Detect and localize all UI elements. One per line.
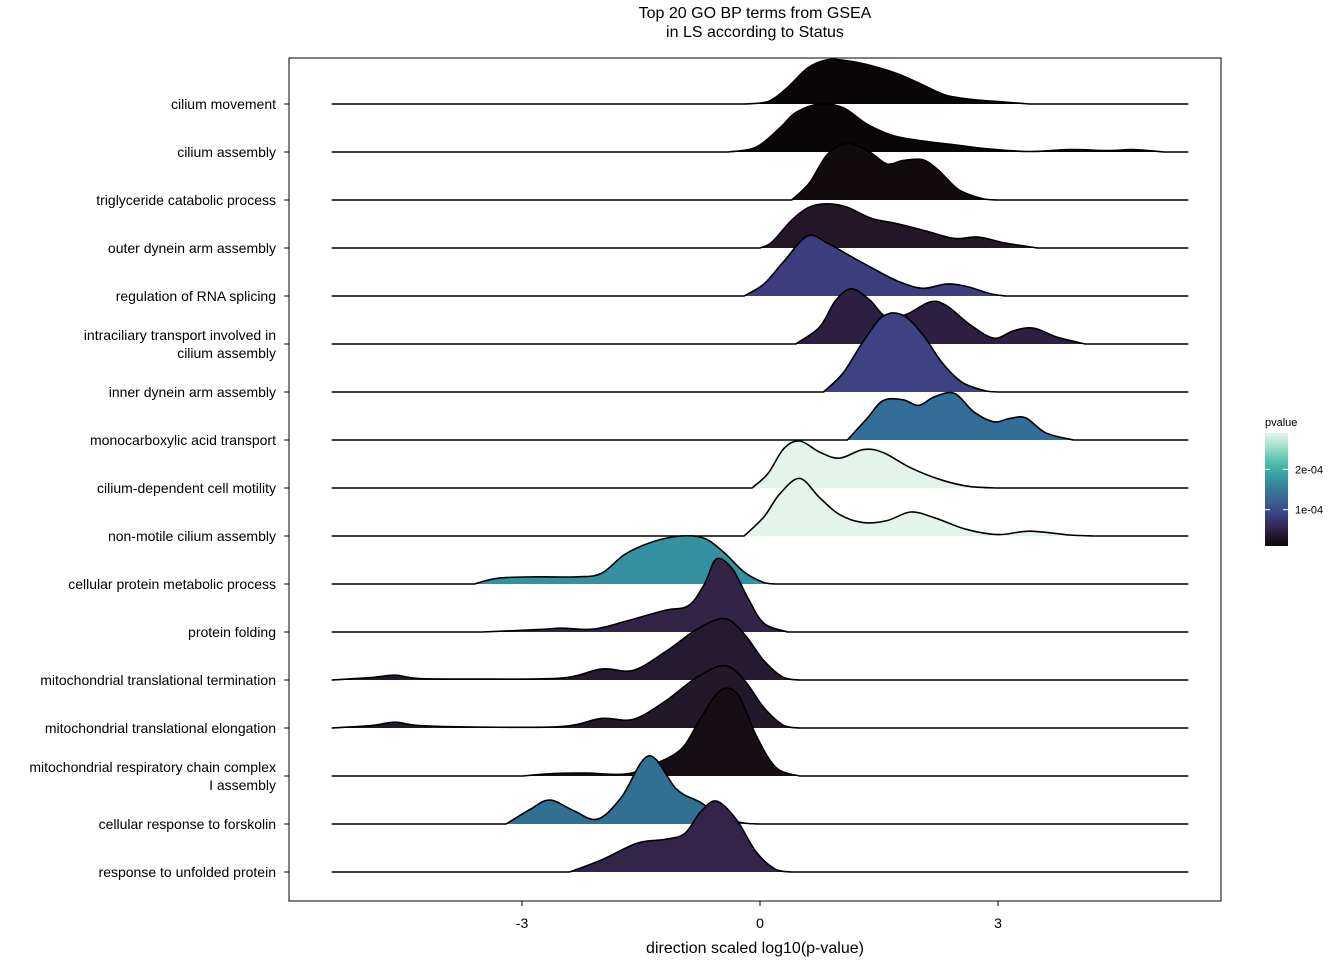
ridge-outline	[331, 557, 1189, 633]
ridge-outline	[331, 202, 1189, 249]
ridge-cilium-assembly	[331, 102, 1189, 153]
ridge-mitochondrial-respiratory-chain-complex-i-assembly	[331, 687, 1189, 777]
y-tick-label: cilium movement	[171, 96, 276, 112]
y-tick-label: outer dynein arm assembly	[108, 240, 276, 256]
y-tick-label: non-motile cilium assembly	[108, 528, 276, 544]
ridge-outline	[331, 102, 1189, 153]
ridge-fill	[331, 688, 1189, 776]
ridge-fill	[331, 478, 1189, 536]
ridge-inner-dynein-arm-assembly	[331, 312, 1189, 393]
ridge-intraciliary-transport-involved-in-cilium-assembly	[331, 287, 1189, 345]
y-tick-label: regulation of RNA splicing	[116, 288, 276, 304]
ridge-outline	[331, 687, 1189, 777]
ridge-outline	[331, 312, 1189, 393]
y-tick-label: monocarboxylic acid transport	[90, 432, 276, 448]
legend-tick-label: 1e-04	[1295, 505, 1323, 517]
ridge-outline	[331, 800, 1189, 873]
ridge-outline	[331, 58, 1189, 105]
plot-panel	[288, 57, 1222, 902]
y-tick-label: cilium assembly	[177, 345, 276, 361]
y-tick-label: cellular response to forskolin	[99, 816, 276, 832]
chart-title: Top 20 GO BP terms from GSEA in LS accor…	[639, 5, 872, 41]
ridge-fill	[331, 665, 1189, 728]
chart-title-line-2: in LS according to Status	[666, 24, 844, 41]
ridge-outline	[331, 234, 1189, 297]
y-tick-label: mitochondrial translational termination	[40, 672, 276, 688]
y-tick-label: protein folding	[188, 624, 276, 640]
ridge-fill	[331, 203, 1189, 248]
y-tick-label: response to unfolded protein	[99, 864, 276, 880]
ridge-fill	[331, 558, 1189, 632]
ridge-fill	[331, 392, 1189, 440]
ridge-non-motile-cilium-assembly	[331, 477, 1189, 537]
y-tick-label: triglyceride catabolic process	[96, 192, 276, 208]
y-axis-labels: cilium movement cilium assembly triglyceri…	[29, 96, 289, 880]
x-tick-label: 3	[994, 915, 1002, 931]
x-axis-title: direction scaled log10(p-value)	[646, 940, 864, 957]
ridge-monocarboxylic-acid-transport	[331, 391, 1189, 441]
ridge-regulation-of-rna-splicing	[331, 234, 1189, 297]
ridge-fill	[331, 312, 1189, 392]
x-tick-label: -3	[516, 915, 529, 931]
y-tick-label: cilium-dependent cell motility	[97, 480, 276, 496]
ridge-protein-folding	[331, 557, 1189, 633]
legend: pvalue 1e-04 2e-04	[1265, 417, 1323, 546]
legend-ticks: 1e-04 2e-04	[1265, 464, 1323, 517]
ridge-fill	[331, 800, 1189, 872]
ridges-layer	[331, 58, 1189, 873]
legend-title: pvalue	[1265, 417, 1297, 429]
ridge-outline	[331, 391, 1189, 441]
ridge-outline	[331, 287, 1189, 345]
ridge-outline	[331, 664, 1189, 729]
y-tick-label: mitochondrial respiratory chain complex	[29, 759, 276, 775]
y-tick-label: I assembly	[209, 777, 276, 793]
ridge-mitochondrial-translational-elongation	[331, 664, 1189, 729]
ridge-outline	[331, 142, 1189, 201]
ridge-cilium-movement	[331, 58, 1189, 105]
ridge-fill	[331, 288, 1189, 344]
ridge-fill	[331, 59, 1189, 104]
ridge-mitochondrial-translational-termination	[331, 617, 1189, 681]
ridge-response-to-unfolded-protein	[331, 800, 1189, 873]
ridge-outline	[331, 534, 1189, 585]
ridge-outer-dynein-arm-assembly	[331, 202, 1189, 249]
x-axis: -3 0 3	[516, 901, 1002, 931]
y-tick-label: intraciliary transport involved in	[84, 327, 276, 343]
ridge-fill	[331, 535, 1189, 584]
y-tick-label: cellular protein metabolic process	[68, 576, 276, 592]
ridge-cellular-protein-metabolic-process	[331, 534, 1189, 585]
ridge-fill	[331, 755, 1189, 824]
chart-title-line-1: Top 20 GO BP terms from GSEA	[639, 5, 872, 22]
x-tick-label: 0	[756, 915, 764, 931]
ridge-cilium-dependent-cell-motility	[331, 440, 1189, 489]
y-tick-label: cilium assembly	[177, 144, 276, 160]
ridge-triglyceride-catabolic-process	[331, 142, 1189, 201]
ridge-outline	[331, 477, 1189, 537]
ridge-fill	[331, 618, 1189, 680]
y-tick-label: inner dynein arm assembly	[109, 384, 276, 400]
legend-colorbar	[1265, 433, 1288, 546]
y-tick-label: mitochondrial translational elongation	[45, 720, 276, 736]
ridge-outline	[331, 617, 1189, 681]
ridge-outline	[331, 440, 1189, 489]
legend-tick-label: 2e-04	[1295, 464, 1323, 476]
